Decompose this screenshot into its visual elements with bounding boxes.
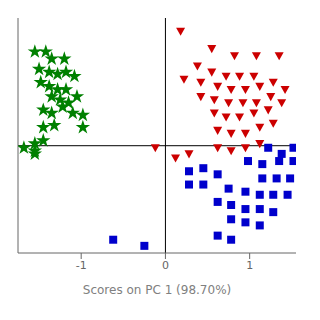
svg-text:Scores on PC 1 (98.70%): Scores on PC 1 (98.70%): [83, 283, 231, 297]
svg-text:0: 0: [162, 259, 169, 272]
svg-text:-1: -1: [76, 259, 87, 272]
svg-text:1: 1: [246, 259, 253, 272]
